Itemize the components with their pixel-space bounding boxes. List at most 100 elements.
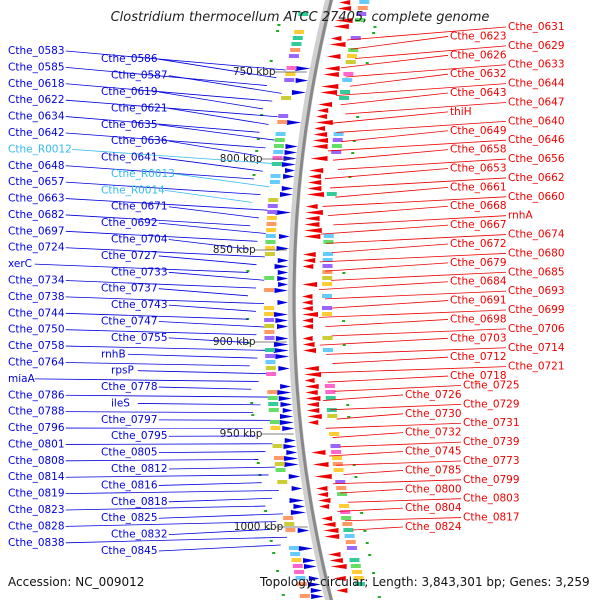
gene-labels: Cthe_0583 Cthe_0586 Cthe_0585 Cthe_0587 Cthe… [8,21,565,557]
feature-band [269,180,280,184]
reverse-gene [330,36,342,41]
leader-line [340,92,449,106]
leader-line [341,54,449,69]
scale-tick [352,140,356,142]
gene-label-left: Cthe_0692 [101,217,158,229]
reverse-gene [302,336,313,341]
reverse-gene [302,258,316,263]
feature-band [322,264,333,268]
leader-line [341,130,449,143]
leader-line [65,99,278,118]
gene-label-right: Cthe_0684 [450,276,507,288]
scale-label: 950 kbp [220,428,263,440]
leader-line [168,239,250,250]
forward-gene [274,312,289,317]
reverse-gene [302,324,314,329]
feature-band [327,414,338,418]
reverse-gene [330,564,347,569]
forward-gene [308,576,320,581]
leader-line [158,386,252,390]
forward-gene [295,78,309,83]
gene-label-left: Cthe_0788 [8,406,65,418]
reverse-gene [321,516,333,521]
forward-gene [280,384,291,389]
leader-line [337,158,507,170]
gene-label-right: Cthe_0658 [450,144,507,156]
reverse-gene [317,108,329,113]
feature-band [264,324,275,328]
gene-label-left: Cthe_0805 [101,447,158,459]
scale-tick [365,62,369,64]
feature-band [272,156,283,160]
forward-gene [282,408,293,413]
leader-line [65,247,265,258]
gene-label-right: Cthe_0623 [450,30,507,42]
gene-label-right: Cthe_0824 [405,521,462,533]
gene-label-right: Cthe_0649 [450,125,507,137]
gene-label-left: Cthe_0838 [8,537,65,549]
feature-band [298,12,309,16]
leader-line [65,83,273,102]
leader-line [331,328,507,337]
scale-tick [255,150,259,152]
scale-tick [351,152,355,154]
gene-label-left: Cthe_0586 [101,53,158,65]
gene-label-right: Cthe_0745 [405,446,462,458]
leader-line [158,513,283,519]
feature-band [325,390,336,394]
reverse-gene [305,204,318,209]
leader-line [65,50,286,71]
gene-label-right: Cthe_0785 [405,464,462,476]
leader-line [321,366,507,374]
reverse-gene [304,384,319,389]
gene-label-left: Cthe_0797 [101,414,158,426]
scale-tick [276,30,280,32]
feature-band [357,6,368,10]
leader-line [332,432,404,438]
gene-label-left: Cthe_0819 [8,488,65,500]
leader-line [349,73,449,87]
leader-line [343,469,404,475]
feature-band [322,282,333,286]
gene-label-left: Cthe_0778 [101,381,158,393]
leader-line [164,189,252,203]
feature-band [264,252,275,256]
feature-band [325,396,336,400]
leader-line [345,102,507,115]
reverse-gene [328,552,341,557]
leader-line [327,205,449,217]
feature-band [323,234,334,238]
leader-line [65,116,260,133]
reverse-gene [306,192,324,197]
gene-label-left: Cthe_0755 [111,332,168,344]
feature-band [323,240,334,244]
gene-label-left: Cthe_0816 [101,479,158,491]
reverse-gene [304,228,322,233]
forward-gene [279,420,294,425]
leader-line [323,394,404,401]
leader-line [168,337,249,343]
feature-band [266,222,277,226]
forward-gene [288,474,301,479]
leader-line [340,488,404,494]
leader-line [65,521,277,527]
scale-tick [246,270,250,272]
reverse-gene [318,498,331,503]
gene-label-left: Cthe_0814 [8,471,65,483]
feature-band [343,72,354,76]
gene-label-right: Cthe_0799 [463,474,520,486]
feature-band [346,546,357,550]
leader-line [65,66,267,86]
feature-band [344,534,355,538]
gene-label-left: Cthe_R0013 [111,168,175,180]
gene-label-right: Cthe_0631 [508,21,565,33]
feature-band [268,198,279,202]
scale-tick [276,570,280,572]
feature-band [264,306,275,310]
forward-gene [278,396,292,401]
reverse-gene [339,0,351,5]
scale-tick [260,114,264,116]
leader-line [350,36,449,50]
